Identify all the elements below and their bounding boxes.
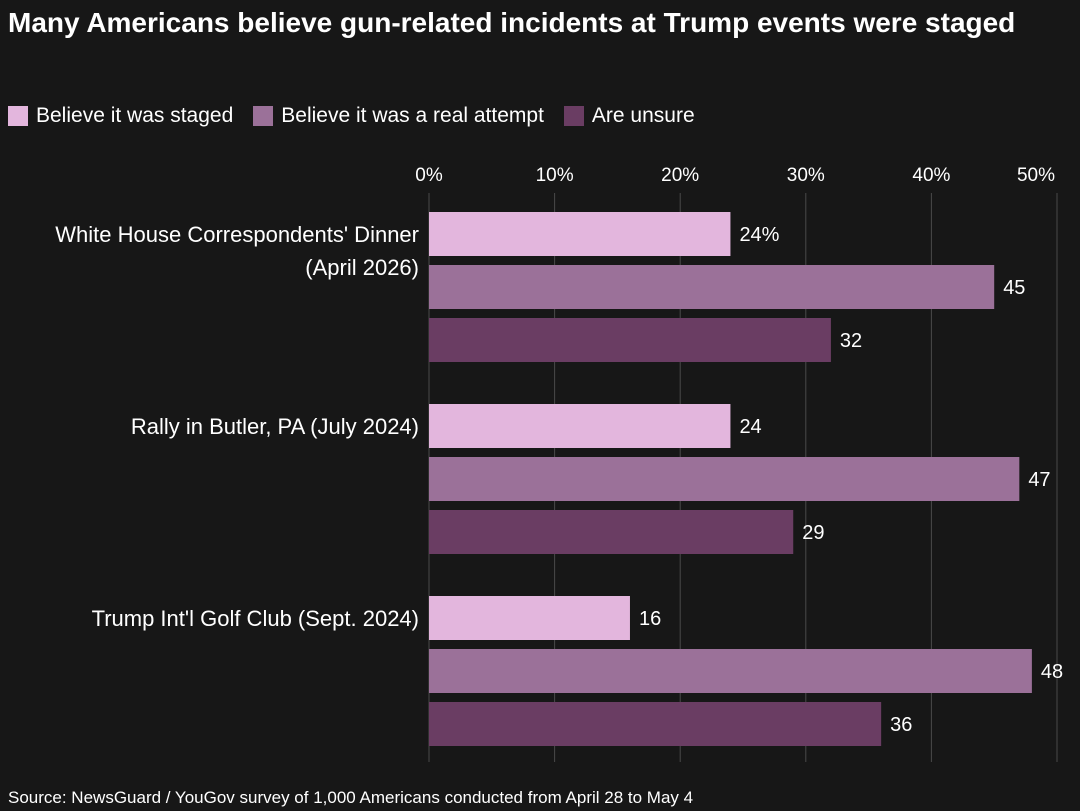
source-note: Source: NewsGuard / YouGov survey of 1,0… [8,788,694,807]
bar [429,510,794,554]
data-label: 29 [802,522,824,544]
bar [429,212,731,256]
legend-swatch-staged [8,106,28,126]
legend-item-staged: Believe it was staged [8,104,233,128]
data-label: 32 [840,330,862,352]
x-tick-label: 40% [912,165,950,186]
x-tick-label: 30% [787,165,825,186]
chart-legend: Believe it was staged Believe it was a r… [8,102,695,130]
data-label: 24 [739,416,761,438]
bar [429,457,1020,501]
data-label: 48 [1041,661,1063,683]
chart-title: Many Americans believe gun-related incid… [8,7,1016,38]
x-tick-label: 0% [415,165,443,186]
x-tick-label: 20% [661,165,699,186]
data-label: 24% [739,224,779,246]
x-tick-label: 10% [536,165,574,186]
bar [429,318,831,362]
legend-item-real-attempt: Believe it was a real attempt [253,104,544,128]
data-label: 36 [890,714,912,736]
legend-item-unsure: Are unsure [563,104,695,128]
category-label: Rally in Butler, PA (July 2024) [131,414,419,439]
legend-label-unsure: Are unsure [591,104,695,127]
data-label: 16 [639,608,661,630]
data-label: 47 [1028,469,1050,491]
category-label: White House Correspondents' Dinner [55,222,419,247]
bar [429,596,630,640]
legend-label-real-attempt: Believe it was a real attempt [281,104,544,127]
bar [429,702,882,746]
x-tick-label: 50% [1017,165,1055,186]
category-label: Trump Int'l Golf Club (Sept. 2024) [92,606,419,631]
category-label: (April 2026) [305,255,419,280]
legend-swatch-real-attempt [253,106,274,126]
data-label: 45 [1003,277,1025,299]
bar [429,265,995,309]
legend-swatch-unsure [563,106,584,126]
bar [429,649,1032,693]
bar-chart: 0% 10% 20% 30% 40% 50% 24% 45 32 24 47 29 16 48 36 Whit… [55,165,1063,762]
bar [429,404,731,448]
legend-label-staged: Believe it was staged [36,104,234,127]
